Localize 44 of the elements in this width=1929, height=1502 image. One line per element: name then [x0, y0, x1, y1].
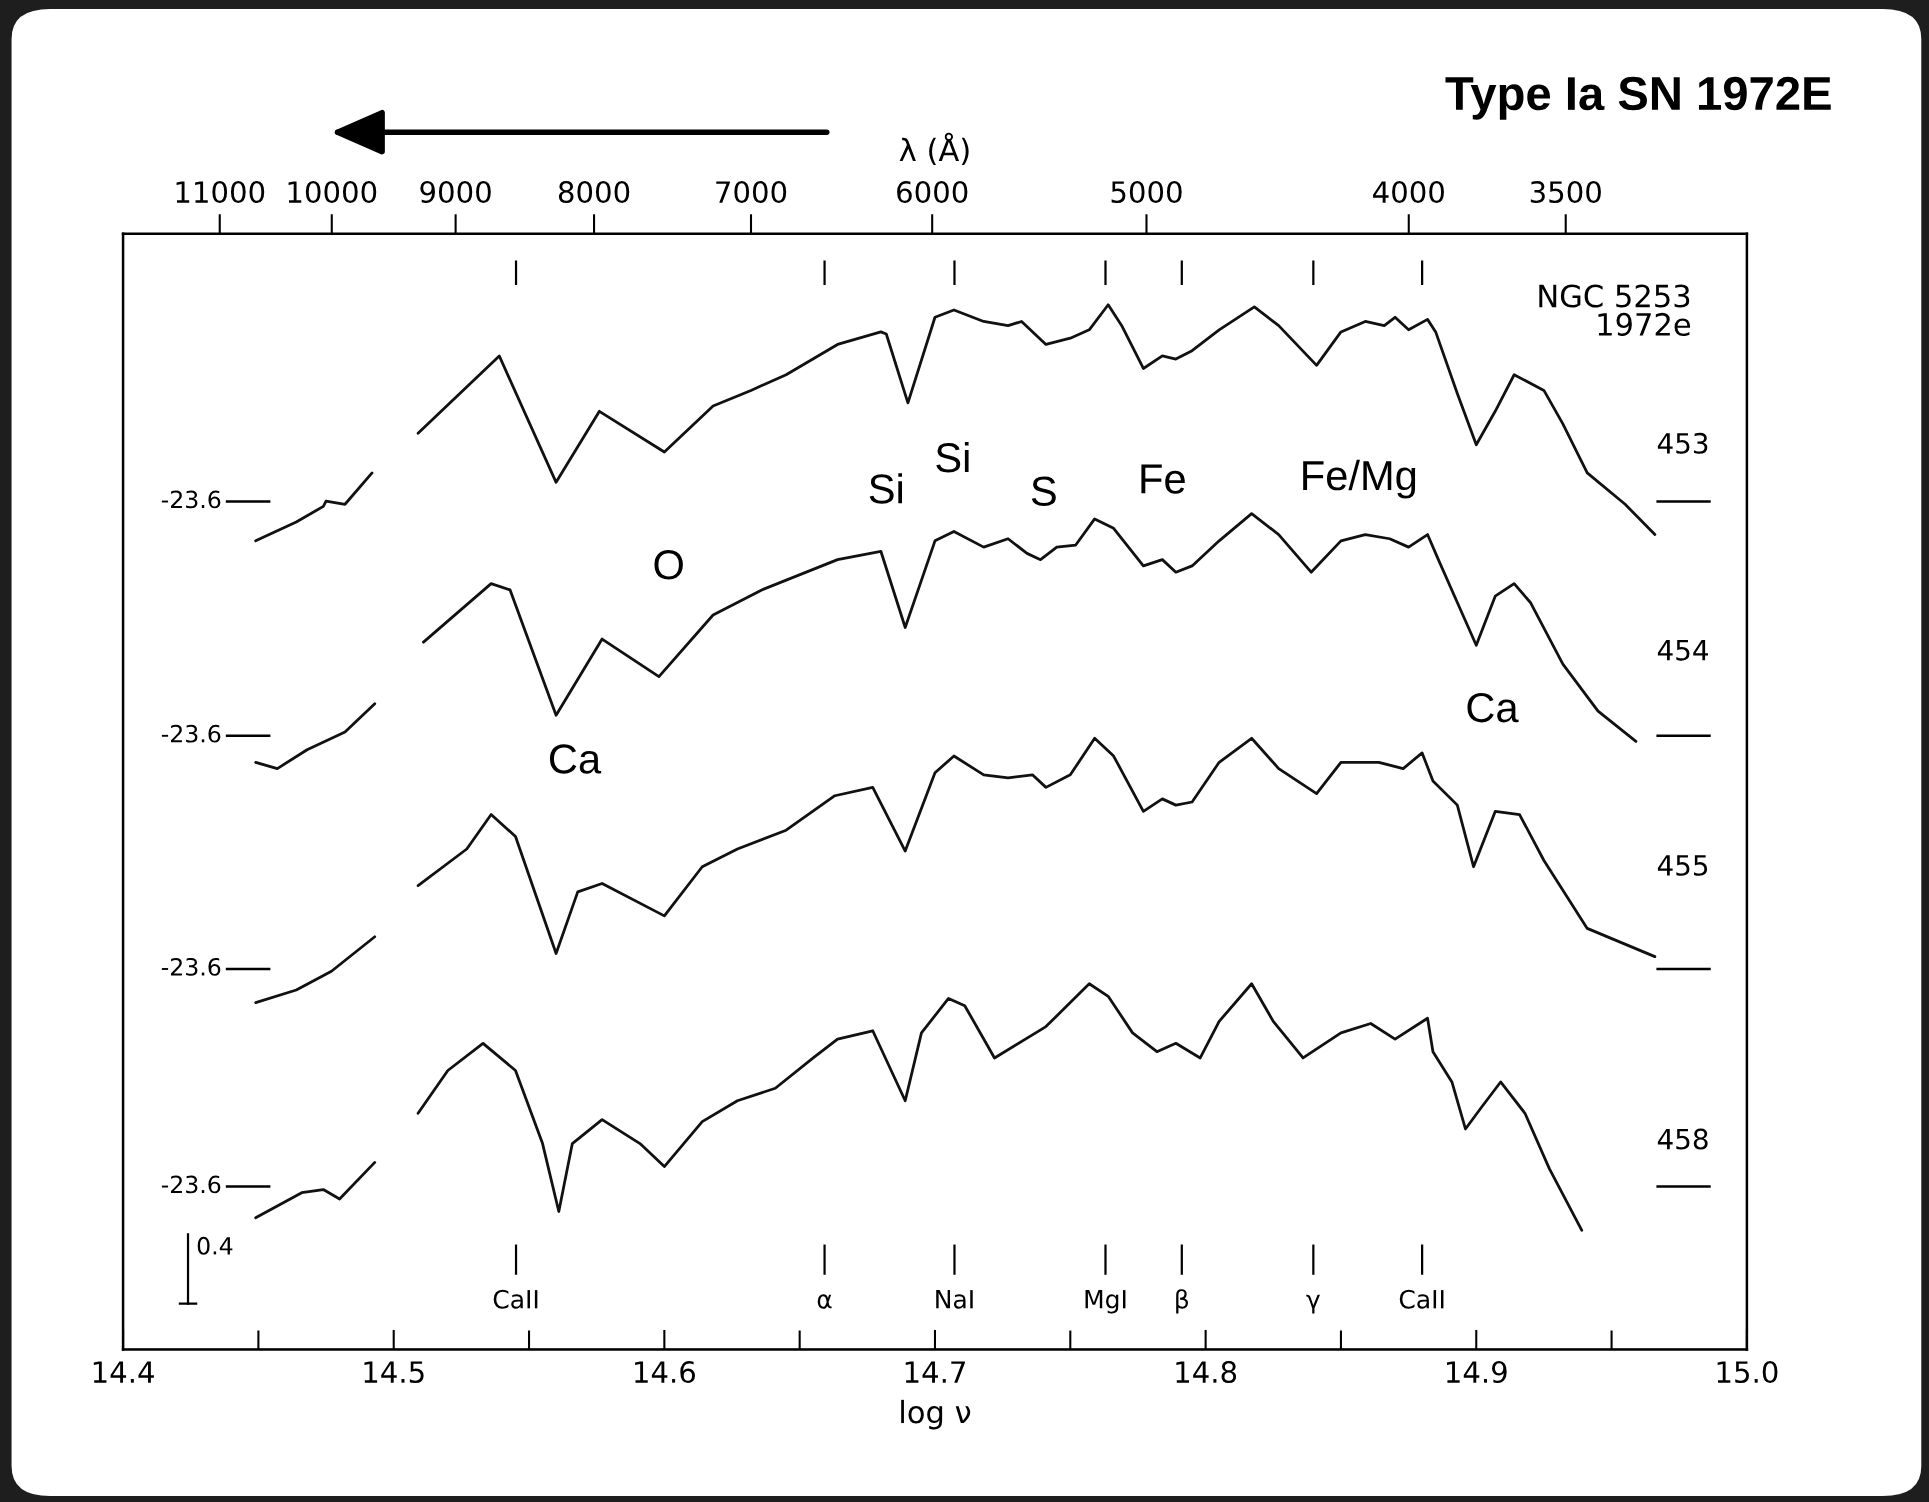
annotation: 0.4 — [197, 1236, 233, 1255]
x2-tick-label: 4000 — [1373, 181, 1444, 204]
annotation: -23.6 — [161, 957, 221, 976]
text: 453 — [1657, 432, 1708, 454]
annotation: NGC 5253 1972e — [1539, 284, 1691, 336]
annotation: γ — [1306, 1294, 1320, 1314]
x-tick-label: 14.5 — [364, 1361, 424, 1384]
annotation: CaII — [1399, 1289, 1444, 1309]
x-tick-label: 15.0 — [1717, 1361, 1778, 1384]
x-tick-label: 14.9 — [1447, 1361, 1507, 1384]
annotation: -23.6 — [161, 1175, 221, 1194]
annotation: β — [1176, 1289, 1188, 1314]
x2-tick-label: 8000 — [558, 181, 630, 204]
annotation: α — [817, 1294, 832, 1309]
x-axis-title: log ν — [901, 1399, 971, 1430]
x2-tick-label: 6000 — [897, 181, 968, 204]
x2-tick-label: 10000 — [288, 181, 377, 204]
annotation: Ca — [1467, 692, 1519, 723]
annotation: -23.6 — [161, 490, 221, 509]
x2-tick-label: 3500 — [1530, 181, 1601, 204]
x2-tick-label: 5000 — [1111, 181, 1182, 204]
x2-tick-label: 9000 — [420, 181, 491, 204]
x-tick-label: 14.8 — [1176, 1361, 1237, 1384]
x-tick-label: 14.4 — [93, 1361, 154, 1383]
text: 454 — [1657, 640, 1708, 661]
annotation: Si — [936, 441, 969, 473]
annotation: O — [654, 550, 683, 580]
annotation: Fe — [1141, 464, 1185, 494]
x2-tick-label: 7000 — [716, 181, 787, 204]
annotation: NaI — [936, 1290, 973, 1309]
chart-title: Type Ia SN 1972E — [1445, 76, 1831, 120]
text: 458 — [1657, 1128, 1708, 1150]
x2-tick-label: 11000 — [176, 181, 265, 204]
annotation: Ca — [549, 744, 602, 774]
annotation: -23.6 — [161, 724, 221, 743]
annotation: S — [1031, 476, 1056, 506]
x-tick-label: 14.7 — [905, 1361, 965, 1383]
annotation: MgI — [1085, 1290, 1126, 1314]
x2-axis-title: λ (Å) — [899, 132, 969, 166]
x-tick-label: 14.6 — [635, 1361, 695, 1384]
annotation: Si — [869, 473, 902, 504]
text: 455 — [1657, 855, 1708, 876]
annotation: Fe/Mg — [1303, 459, 1416, 499]
annotation: CaII — [493, 1289, 538, 1309]
